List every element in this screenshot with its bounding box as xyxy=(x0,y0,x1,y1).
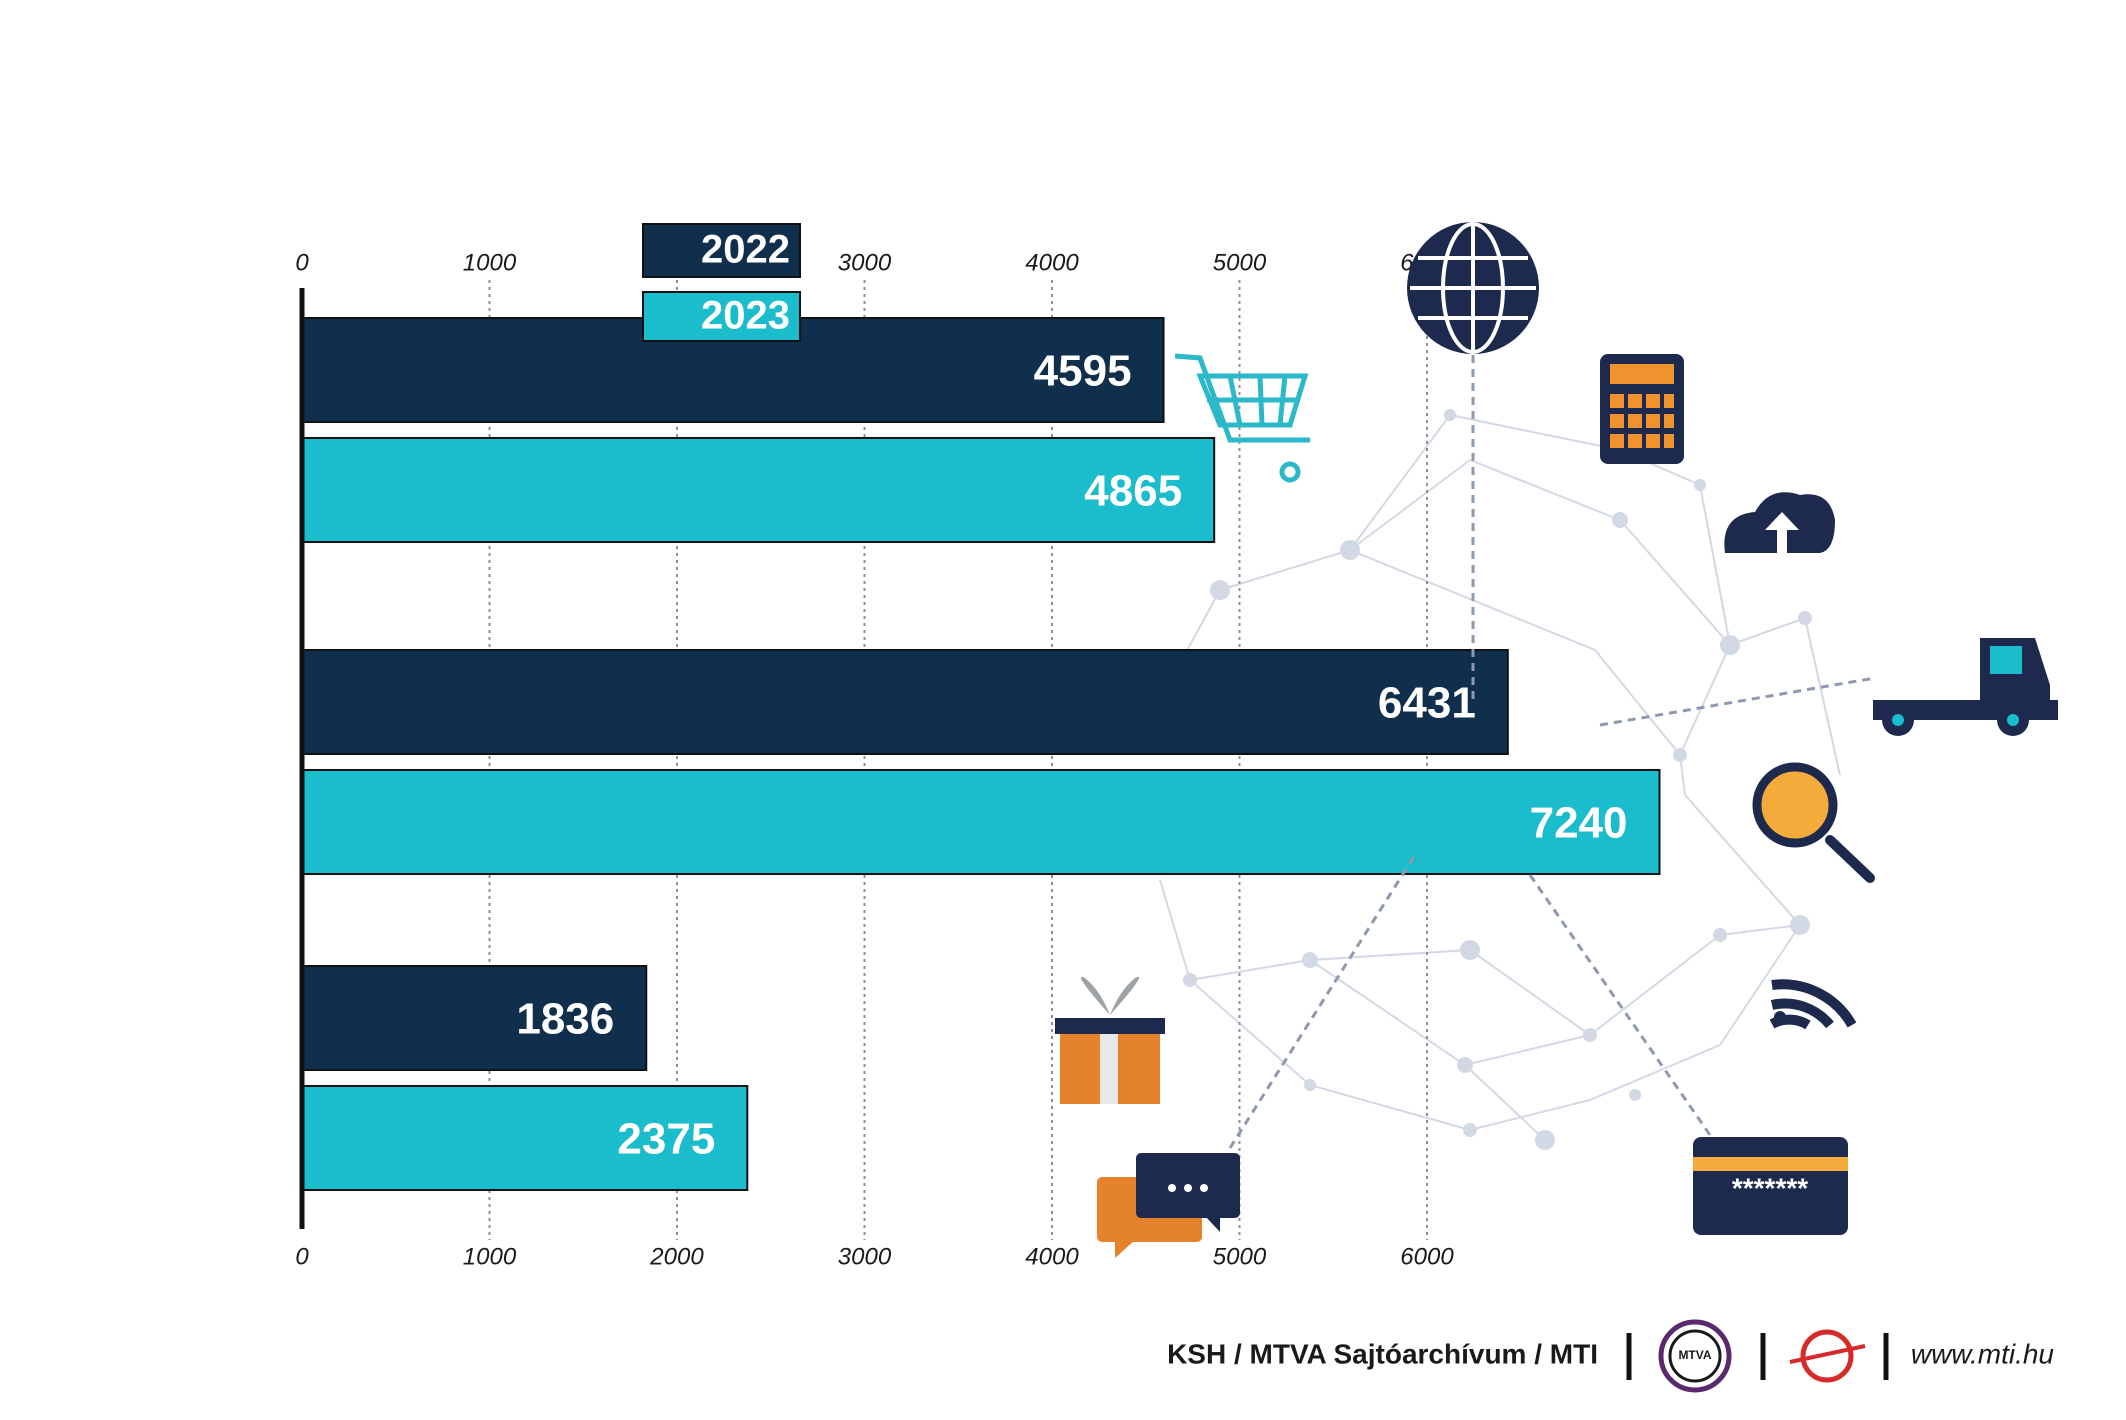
card-text: ******* xyxy=(1732,1172,1808,1203)
legend-swatch xyxy=(642,223,801,278)
mtva-logo-text: MTVA xyxy=(1678,1348,1711,1362)
source-text: KSH / MTVA Sajtóarchívum / MTI xyxy=(1167,1338,1598,1369)
x-tick-label-top: 1000 xyxy=(463,249,517,276)
bar xyxy=(301,1085,749,1191)
globe-icon xyxy=(1407,222,1539,700)
x-tick-label: 0 xyxy=(295,1243,309,1270)
gift-icon xyxy=(1055,976,1165,1104)
x-tick-label: 3000 xyxy=(838,1243,892,1270)
value-label: 2375 xyxy=(617,1115,715,1164)
value-label: 4865 xyxy=(1084,467,1182,516)
url-text: www.mti.hu xyxy=(1911,1338,2055,1369)
plot-area: 0010001000200020003000300040004000500050… xyxy=(295,249,1661,1270)
bar xyxy=(301,965,648,1071)
legend-label: 2022 xyxy=(701,228,790,272)
legend-label: 2023 xyxy=(701,294,790,338)
bar xyxy=(301,649,1509,755)
truck-icon xyxy=(1599,638,2058,736)
wifi-icon xyxy=(1769,979,1857,1030)
x-tick-label-top: 4000 xyxy=(1025,249,1079,276)
x-tick-label: 2000 xyxy=(649,1243,704,1270)
value-label: 6431 xyxy=(1378,679,1476,728)
card-icon: ******* xyxy=(1693,1137,1848,1235)
calculator-icon xyxy=(1600,354,1684,464)
cloud-icon xyxy=(1724,492,1835,553)
legend: 2022 2023 xyxy=(642,223,801,342)
value-label: 1836 xyxy=(516,995,614,1044)
x-tick-label-top: 5000 xyxy=(1213,249,1267,276)
cart-icon xyxy=(1174,353,1310,483)
x-tick-label: 5000 xyxy=(1213,1243,1267,1270)
magnifier-icon xyxy=(1752,762,1875,883)
x-tick-label-top: 3000 xyxy=(838,249,892,276)
legend-swatch xyxy=(642,291,801,342)
value-label: 7240 xyxy=(1530,799,1628,848)
mti-logo-stroke xyxy=(1789,1344,1866,1364)
mtva-logo-ring xyxy=(1668,1329,1722,1383)
chat-icon xyxy=(1097,854,1712,1258)
x-tick-label: 6000 xyxy=(1400,1243,1454,1270)
value-label: 4595 xyxy=(1034,347,1132,396)
bar xyxy=(301,437,1216,543)
mti-logo xyxy=(1800,1329,1854,1383)
x-tick-label-top: 0 xyxy=(295,249,309,276)
footer: KSH / MTVA Sajtóarchívum / MTI MTVA www.… xyxy=(1167,1319,2055,1393)
mtva-logo xyxy=(1658,1319,1732,1393)
x-tick-label: 1000 xyxy=(463,1243,517,1270)
bar xyxy=(301,769,1661,875)
x-tick-label: 4000 xyxy=(1025,1243,1079,1270)
